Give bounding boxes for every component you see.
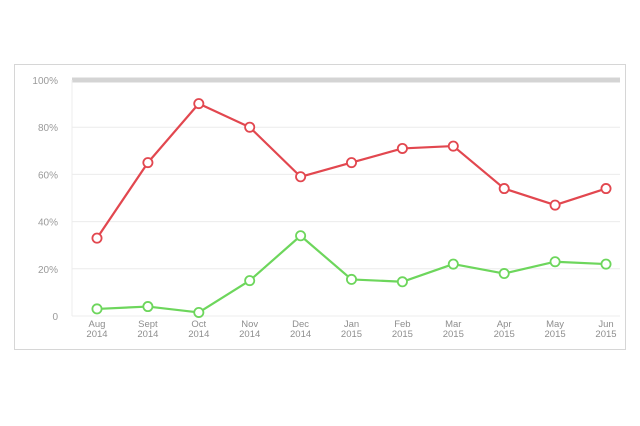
y-tick-label: 40% bbox=[38, 218, 58, 229]
data-point bbox=[600, 183, 612, 195]
data-point bbox=[498, 268, 510, 280]
x-tick-label: May 2015 bbox=[545, 319, 566, 340]
data-point bbox=[193, 98, 205, 110]
data-point bbox=[447, 258, 459, 270]
data-point bbox=[447, 140, 459, 152]
chart-frame bbox=[14, 64, 626, 350]
data-point bbox=[295, 230, 307, 242]
y-tick-label: 60% bbox=[38, 170, 58, 181]
data-point bbox=[345, 157, 357, 169]
x-axis: Aug 2014 Sept 2014 Oct 2014 Nov 2014 Dec 2014 Jan 2… bbox=[86, 319, 616, 340]
x-tick-label: Oct 2014 bbox=[188, 319, 209, 340]
x-tick-label: Nov 2014 bbox=[239, 319, 260, 340]
data-point bbox=[498, 183, 510, 195]
data-point bbox=[396, 276, 408, 288]
x-tick-label: Feb 2015 bbox=[392, 319, 413, 340]
data-point bbox=[91, 303, 103, 315]
data-point bbox=[549, 199, 561, 211]
x-tick-label: Apr 2015 bbox=[494, 319, 515, 340]
x-tick-label: Jun 2015 bbox=[595, 319, 616, 340]
data-point bbox=[142, 301, 154, 313]
data-point bbox=[193, 306, 205, 318]
y-tick-label: 20% bbox=[38, 265, 58, 276]
data-point bbox=[91, 232, 103, 244]
data-point bbox=[396, 142, 408, 154]
grid-lines bbox=[71, 77, 620, 317]
series-line-1 bbox=[96, 102, 607, 239]
y-tick-label: 0 bbox=[52, 312, 58, 323]
x-tick-label: Aug 2014 bbox=[86, 319, 107, 340]
x-tick-label: Mar 2015 bbox=[443, 319, 464, 340]
x-tick-label: Jan 2015 bbox=[341, 319, 362, 340]
data-point bbox=[549, 256, 561, 268]
data-point bbox=[244, 275, 256, 287]
data-point bbox=[244, 121, 256, 133]
x-tick-label: Dec 2014 bbox=[290, 319, 311, 340]
y-tick-label: 80% bbox=[38, 123, 58, 134]
data-point bbox=[600, 258, 612, 270]
series-group bbox=[91, 98, 612, 318]
data-point bbox=[142, 157, 154, 169]
data-point bbox=[295, 171, 307, 183]
y-axis: 0 20% 40% 60% 80% 100% bbox=[32, 76, 58, 323]
data-point bbox=[345, 273, 357, 285]
x-tick-label: Sept 2014 bbox=[137, 319, 158, 340]
y-tick-label: 100% bbox=[32, 76, 58, 87]
